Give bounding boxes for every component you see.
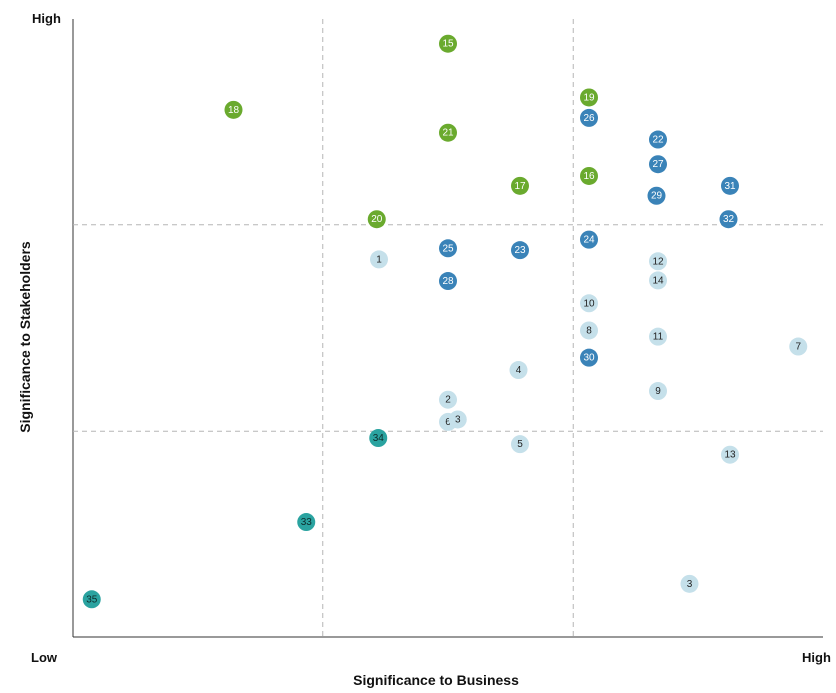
data-point-34: 34 [369,429,387,447]
data-point-26: 26 [580,109,598,127]
data-point-2: 2 [439,391,457,409]
point-label: 35 [86,594,98,605]
data-point-20: 20 [368,210,386,228]
point-label: 33 [301,517,313,528]
data-point-11: 11 [649,328,667,346]
point-label: 27 [652,159,664,170]
point-label: 13 [724,450,736,461]
data-point-3: 3 [681,575,699,593]
x-high-label: High [802,650,831,665]
data-point-4: 4 [510,361,528,379]
data-point-23: 23 [511,241,529,259]
data-point-9: 9 [649,382,667,400]
point-label: 8 [586,325,592,336]
data-point-17: 17 [511,177,529,195]
y-axis-title: Significance to Stakeholders [17,241,33,433]
data-point-21: 21 [439,124,457,142]
quadrant-dividers [73,19,823,637]
point-label: 5 [517,439,523,450]
point-label: 34 [373,433,385,444]
point-label: 23 [514,245,526,256]
point-label: 17 [514,181,526,192]
point-label: 21 [442,128,454,139]
data-point-12: 12 [649,252,667,270]
data-point-24: 24 [580,231,598,249]
point-label: 9 [655,386,661,397]
point-label: 24 [583,235,595,246]
point-label: 12 [652,256,664,267]
data-point-33: 33 [297,513,315,531]
data-point-28: 28 [439,272,457,290]
point-label: 26 [583,113,595,124]
point-label: 28 [442,276,454,287]
data-point-32: 32 [720,210,738,228]
point-label: 3 [455,414,461,425]
data-point-15: 15 [439,35,457,53]
data-point-14: 14 [649,271,667,289]
data-point-13: 13 [721,446,739,464]
data-point-30: 30 [580,349,598,367]
point-label: 3 [687,579,693,590]
data-point-1: 1 [370,250,388,268]
data-point-3: 3 [449,410,467,428]
point-label: 20 [371,214,383,225]
data-point-29: 29 [648,187,666,205]
x-axis-title: Significance to Business [353,672,519,688]
y-high-label: High [32,11,61,26]
point-label: 25 [442,243,454,254]
point-label: 19 [583,92,595,103]
data-point-18: 18 [225,101,243,119]
point-label: 29 [651,191,663,202]
point-label: 16 [583,171,595,182]
point-label: 11 [653,332,664,343]
point-label: 4 [516,365,522,376]
x-low-label: Low [31,650,58,665]
data-point-35: 35 [83,590,101,608]
point-label: 22 [652,135,664,146]
data-point-7: 7 [789,338,807,356]
point-label: 15 [442,39,454,50]
data-point-5: 5 [511,435,529,453]
point-label: 2 [445,395,451,406]
point-label: 14 [652,275,664,286]
data-point-16: 16 [580,167,598,185]
point-label: 30 [583,353,595,364]
data-point-22: 22 [649,131,667,149]
point-label: 10 [583,298,595,309]
data-point-19: 19 [580,88,598,106]
point-label: 32 [723,214,735,225]
data-point-10: 10 [580,294,598,312]
data-point-27: 27 [649,155,667,173]
point-label: 1 [376,254,382,265]
data-point-25: 25 [439,239,457,257]
point-label: 18 [228,105,240,116]
point-label: 7 [795,342,801,353]
point-label: 31 [724,181,736,192]
data-point-31: 31 [721,177,739,195]
data-point-8: 8 [580,321,598,339]
